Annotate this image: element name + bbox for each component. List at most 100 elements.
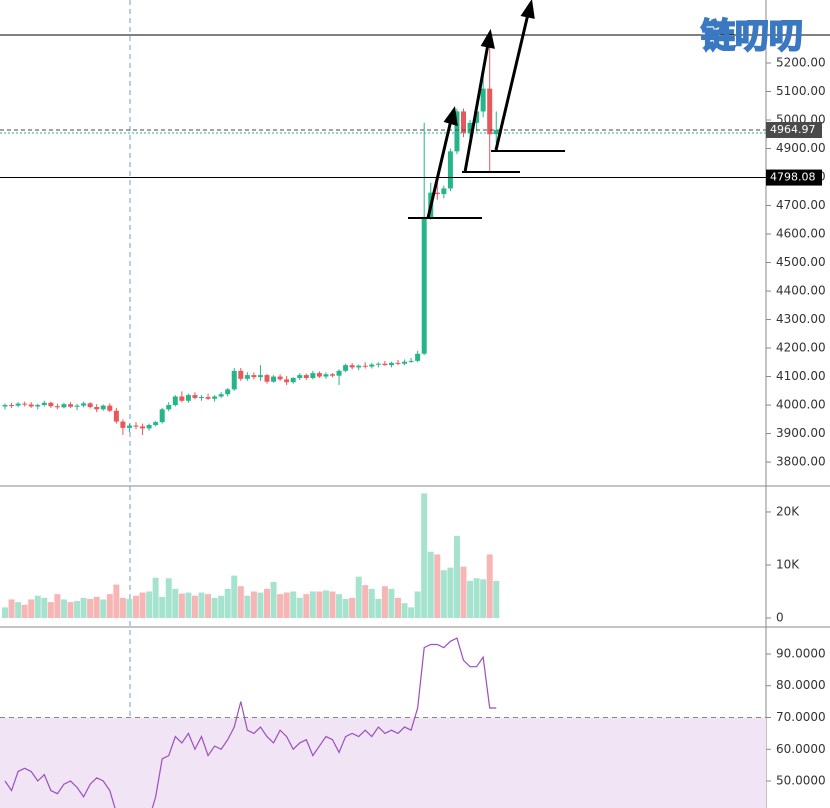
candle-body [218,394,224,397]
candle-body [28,404,34,407]
candle-body [336,370,342,376]
volume-bar [277,594,284,618]
volume-bar [336,594,343,618]
price-label-box [766,121,822,138]
y-tick-label: 5200.00 [776,55,826,69]
volume-bar [283,592,290,618]
candle-body [212,396,218,399]
volume-bar [178,593,185,618]
candle-body [284,379,290,383]
candle-body [264,375,270,382]
candle-body [316,373,322,377]
y-tick-label: 5100.00 [776,84,826,98]
volume-bar [139,592,146,618]
volume-bar [250,591,257,618]
volume-bar [368,588,375,618]
volume-bar [362,585,369,618]
volume-bar [493,580,500,618]
candle-body [493,129,499,135]
candle-body [290,377,296,383]
volume-bar [231,575,238,618]
candle-body [434,192,440,195]
candle-body [277,376,283,380]
candle-body [467,122,473,133]
volume-bar [342,598,349,618]
y-tick-label: 4400.00 [776,284,826,298]
candle-body [369,364,375,367]
volume-bar [355,576,362,618]
candle-body [487,88,493,135]
volume-bar [34,595,41,618]
candle-body [61,404,67,408]
candle-body [225,389,231,395]
volume-bar [126,598,133,618]
candle-body [185,395,191,401]
volume-bar [467,580,474,618]
candle-body [382,363,388,366]
candle-body [251,375,257,378]
price-label-box [766,169,822,186]
y-tick-label: 80.0000 [776,678,826,692]
arrow [463,43,490,173]
volume-bar [296,597,303,618]
candle-body [68,404,73,407]
candle-body [349,365,355,368]
y-tick-label: 3800.00 [776,455,826,469]
candle-body [362,365,368,367]
volume-bar [473,578,480,618]
candle-body [94,407,100,410]
volume-bar [309,591,316,618]
volume-bar [322,590,329,618]
candle-body [107,405,113,411]
y-tick-label: 4900.00 [776,141,826,155]
volume-bar [211,597,218,618]
candle-body [231,370,237,390]
y-tick-label: 20K [776,504,800,518]
candle-body [35,405,41,407]
y-tick-label: 4200.00 [776,341,826,355]
volume-bar [486,554,493,618]
volume-bar [349,597,356,618]
volume-bar [191,595,198,618]
volume-bar [74,601,81,618]
y-tick-label: 70.0000 [776,710,826,724]
candle-body [179,396,185,401]
annotations [408,0,565,219]
y-tick-label: 90.0000 [776,646,826,660]
volume-bar [198,592,205,618]
candle-body [461,111,466,133]
candle-body [415,353,421,361]
candle-body [238,370,244,379]
volume-bar [113,584,120,618]
volume-bar [8,599,15,618]
y-tick-label: 4100.00 [776,369,826,383]
watermark: 链叨叨 [701,17,803,57]
candle-body [87,403,93,408]
candle-body [297,375,303,378]
volume-bar [80,597,87,618]
candle-body [474,111,480,123]
candle-body [310,373,316,378]
volume-bar [41,597,48,618]
candle-body [48,402,54,407]
arrow [426,119,453,219]
candle-body [447,151,453,189]
candle-body [41,402,47,406]
volume-bar [427,551,434,618]
volume-bar [329,591,336,618]
volume-bar [375,598,382,618]
volume-bar [270,581,277,618]
candle-body [330,374,335,376]
y-tick-label: 60.0000 [776,742,826,756]
candle-body [408,360,414,362]
candle-body [81,403,87,406]
volume-bar [205,594,212,618]
y-tick-label: 4500.00 [776,255,826,269]
volume-bar [87,598,94,618]
candle-body [271,376,277,382]
candle-body [421,216,427,354]
candle-body [480,88,486,112]
volume-bar [388,588,395,618]
candle-body [323,374,329,377]
volume-bar [218,595,225,618]
